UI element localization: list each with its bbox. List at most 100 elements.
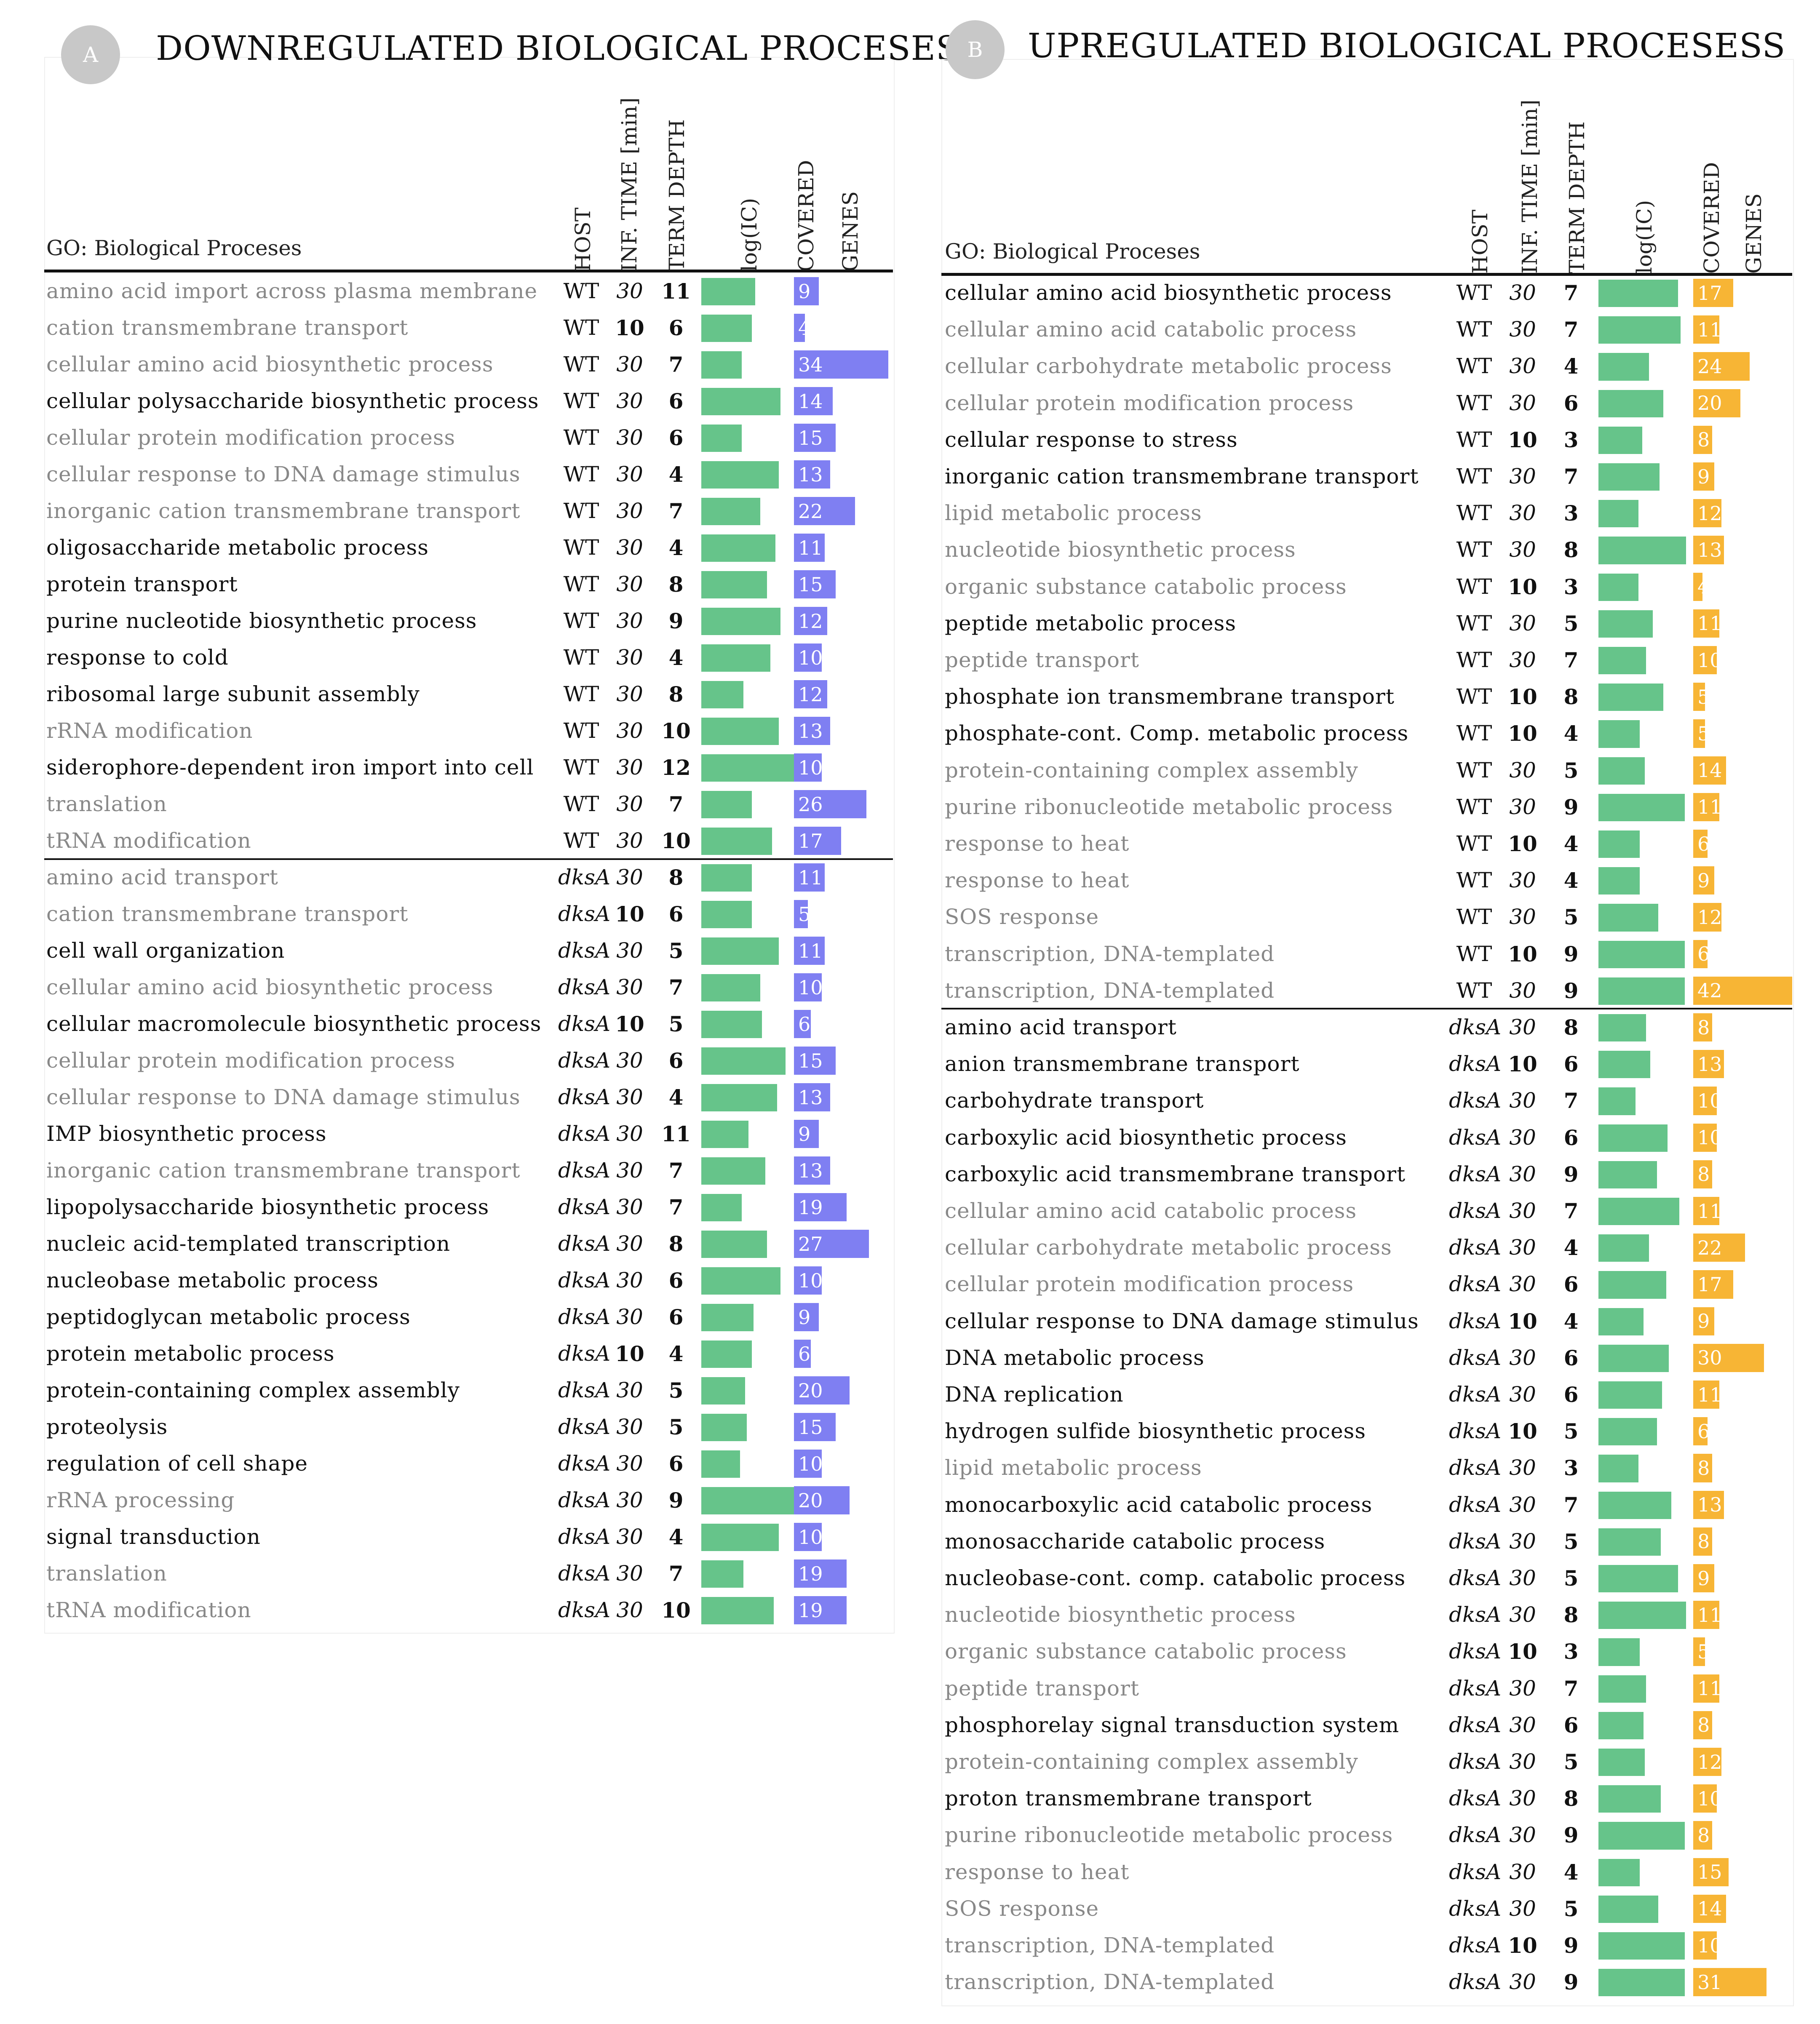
log-ic-bar xyxy=(1598,830,1640,858)
table-row: transcription, DNA-templated WT 30 9 42 xyxy=(0,972,1820,1009)
covered-genes-bar: 22 xyxy=(794,497,855,525)
inf-time-cell: 30 xyxy=(616,1525,643,1549)
inf-time-cell: 30 xyxy=(616,755,643,780)
covered-genes-value: 10 xyxy=(798,976,823,999)
host-cell: WT xyxy=(1456,317,1492,342)
go-term-label: carboxylic acid transmembrane transport xyxy=(945,1162,1406,1186)
covered-genes-value: 15 xyxy=(798,426,823,449)
inf-time-cell: 30 xyxy=(616,1488,643,1512)
covered-genes-value: 42 xyxy=(1697,979,1722,1002)
covered-genes-bar: 13 xyxy=(794,717,830,745)
host-cell: dksA xyxy=(558,1121,611,1146)
covered-genes-value: 19 xyxy=(798,1599,823,1622)
term-depth-cell: 7 xyxy=(1563,317,1579,342)
depth-header: TERM DEPTH xyxy=(1565,121,1589,274)
inf-time-cell: 30 xyxy=(1509,1970,1536,1995)
host-cell: dksA xyxy=(558,1341,611,1366)
covered-genes-bar: 8 xyxy=(1693,1013,1712,1042)
go-term-label: SOS response xyxy=(945,905,1099,929)
term-depth-cell: 10 xyxy=(661,1598,691,1623)
go-term-label: transcription, DNA-templated xyxy=(945,1970,1275,1995)
table-row: nucleobase-cont. comp. catabolic process… xyxy=(0,1560,1820,1597)
table-row: hydrogen sulfide biosynthetic process dks… xyxy=(0,1413,1820,1450)
covered-genes-bar: 11 xyxy=(1693,609,1722,638)
table-row: cellular polysaccharide biosynthetic pro… xyxy=(0,383,1820,419)
covered-genes-value: 31 xyxy=(1697,1971,1722,1994)
go-term-label: protein-containing complex assembly xyxy=(945,758,1358,782)
table-row: nucleotide biosynthetic process WT 30 8 13 xyxy=(0,531,1820,568)
table-row: cellular protein modification process dks… xyxy=(0,1042,1820,1079)
log-ic-bar xyxy=(701,1377,745,1405)
host-cell: WT xyxy=(1456,684,1492,709)
covered-genes-bar: 42 xyxy=(1693,976,1793,1005)
covered-genes-value: 14 xyxy=(1697,1897,1722,1920)
table-row: peptide transport WT 30 7 10 xyxy=(0,642,1820,678)
covered-genes-value: 4 xyxy=(1697,575,1710,598)
go-term-label: rRNA modification xyxy=(46,718,253,743)
inf-time-cell: 30 xyxy=(1509,648,1536,672)
host-cell: dksA xyxy=(558,1415,611,1439)
go-term-label: oligosaccharide metabolic process xyxy=(46,535,429,560)
inf-time-cell: 10 xyxy=(1508,1308,1537,1334)
host-cell: dksA xyxy=(1449,1676,1502,1701)
table-row: peptidoglycan metabolic process dksA 30 6 9 xyxy=(0,1299,1820,1335)
covered-genes-bar: 10 xyxy=(1693,1087,1722,1115)
table-row: lipopolysaccharide biosynthetic process d… xyxy=(0,1189,1820,1226)
covered-genes-value: 13 xyxy=(798,463,823,486)
covered-genes-bar: 12 xyxy=(794,680,828,708)
table-row: ribosomal large subunit assembly WT 30 8 12 xyxy=(0,676,1820,713)
table-row: cellular amino acid catabolic process dks… xyxy=(0,1193,1820,1229)
inf-time-cell: 10 xyxy=(1508,1639,1537,1664)
covered-genes-bar: 34 xyxy=(794,350,889,379)
term-depth-cell: 7 xyxy=(668,352,684,377)
host-cell: dksA xyxy=(1449,1529,1502,1554)
covered-genes-bar: 9 xyxy=(794,1303,819,1331)
covered-genes-value: 34 xyxy=(798,353,823,376)
go-term-label: tRNA modification xyxy=(46,828,251,853)
inf-time-cell: 30 xyxy=(1509,1823,1536,1848)
covered-genes-bar: 19 xyxy=(794,1193,847,1221)
covered-genes-value: 10 xyxy=(1697,649,1722,672)
covered-genes-value: 11 xyxy=(1697,318,1722,341)
log-ic-bar xyxy=(701,754,796,782)
inf-time-cell: 30 xyxy=(616,535,643,560)
table-row: amino acid import across plasma membrane… xyxy=(0,273,1820,310)
covered-genes-bar: 12 xyxy=(1693,499,1722,528)
covered-genes-bar: 6 xyxy=(1693,940,1710,968)
covered-genes-value: 20 xyxy=(1697,392,1722,415)
covered-genes-value: 11 xyxy=(798,866,823,889)
covered-genes-bar: 10 xyxy=(794,644,823,672)
term-depth-cell: 11 xyxy=(661,279,691,304)
host-cell: dksA xyxy=(1449,1970,1502,1995)
inf-time-cell: 30 xyxy=(1509,464,1536,489)
log-ic-bar xyxy=(1598,1381,1662,1409)
go-term-label: cell wall organization xyxy=(46,938,285,963)
covered-genes-bar: 4 xyxy=(794,314,810,342)
table-row: SOS response dksA 30 5 14 xyxy=(0,1890,1820,1927)
host-cell: WT xyxy=(563,389,599,413)
covered-genes-bar: 13 xyxy=(1693,1490,1724,1519)
table-row: monosaccharide catabolic process dksA 30 5 8 xyxy=(0,1523,1820,1560)
covered-genes-value: 8 xyxy=(1697,1824,1710,1847)
covered-genes-bar: 10 xyxy=(794,1523,823,1551)
term-depth-cell: 11 xyxy=(661,1121,691,1146)
host-cell: WT xyxy=(1456,758,1492,782)
covered-header: COVERED xyxy=(1700,162,1724,274)
host-cell: WT xyxy=(563,535,599,560)
go-term-label: peptide transport xyxy=(945,648,1139,672)
host-cell: WT xyxy=(1456,831,1492,856)
covered-genes-bar: 27 xyxy=(794,1230,869,1258)
table-row: cellular response to DNA damage stimulus… xyxy=(0,1303,1820,1340)
inf-time-cell: 30 xyxy=(616,1048,643,1073)
table-row: peptide transport dksA 30 7 11 xyxy=(0,1670,1820,1707)
host-cell: WT xyxy=(1456,978,1492,1003)
inf-time-cell: 30 xyxy=(1509,1015,1536,1039)
table-row: organic substance catabolic process WT 10 3… xyxy=(0,569,1820,605)
term-depth-cell: 7 xyxy=(668,1195,684,1220)
covered-genes-bar: 13 xyxy=(794,1083,830,1111)
covered-genes-value: 20 xyxy=(798,1489,823,1512)
time-header: INF. TIME [min] xyxy=(1518,99,1542,274)
table-row: siderophore-dependent iron import into c… xyxy=(0,749,1820,786)
term-depth-cell: 5 xyxy=(668,1415,684,1439)
table-row: protein-containing complex assembly dksA 3… xyxy=(0,1744,1820,1780)
